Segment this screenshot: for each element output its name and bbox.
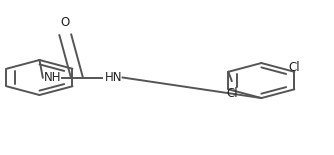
Text: O: O [61, 16, 70, 29]
Text: Cl: Cl [226, 87, 237, 100]
Text: NH: NH [44, 71, 61, 84]
Text: Cl: Cl [289, 61, 300, 74]
Text: HN: HN [105, 71, 122, 84]
